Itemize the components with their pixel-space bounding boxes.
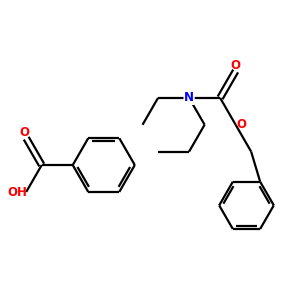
Text: O: O: [236, 118, 246, 131]
Text: O: O: [20, 126, 30, 139]
Text: N: N: [184, 92, 194, 104]
Text: OH: OH: [8, 186, 28, 199]
Text: O: O: [231, 59, 241, 72]
